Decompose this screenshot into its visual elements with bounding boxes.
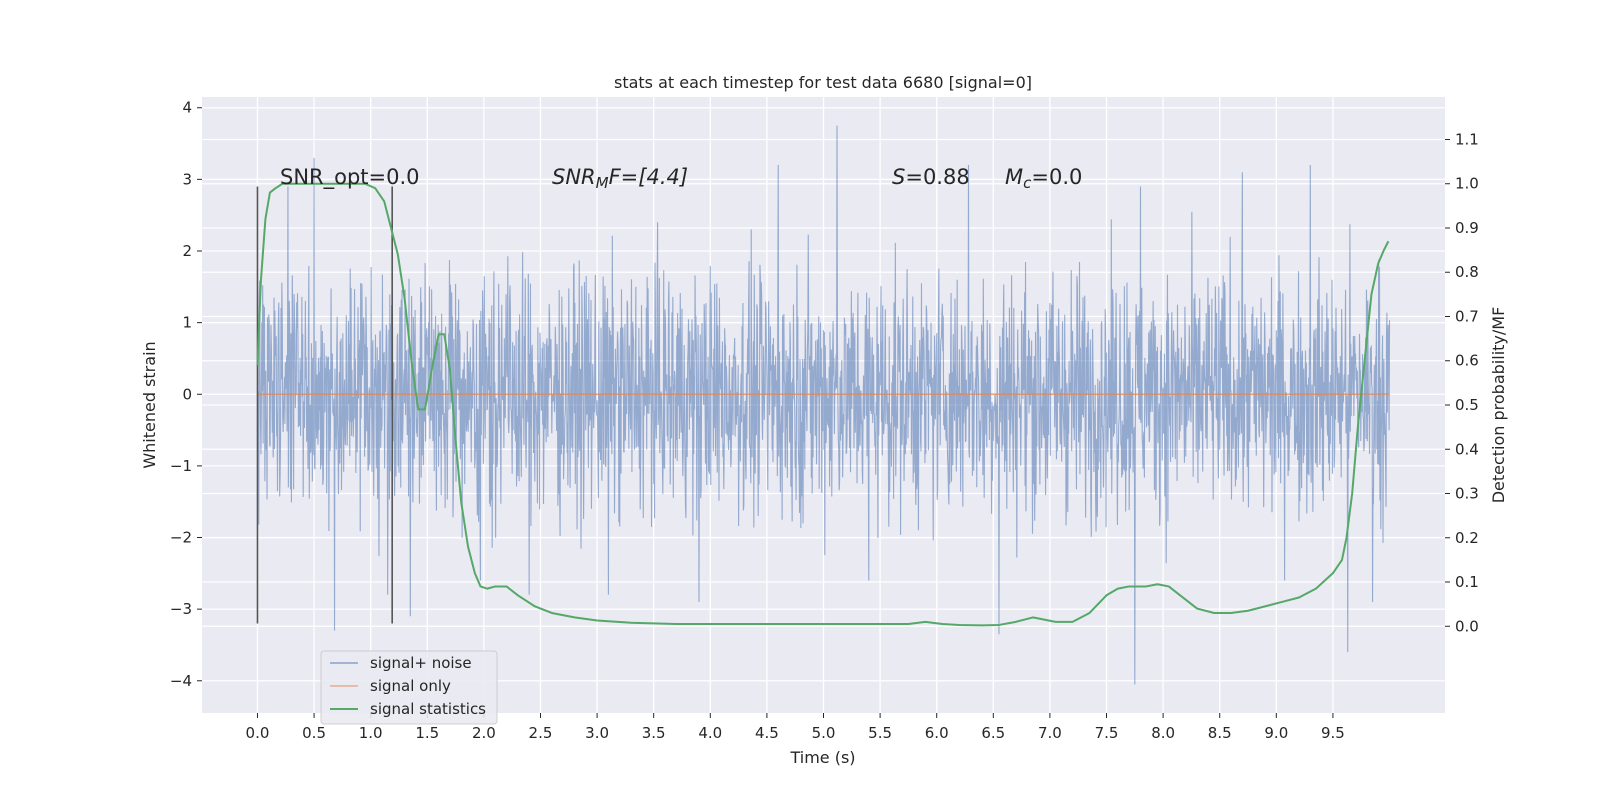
line-signal-statistics	[256, 182, 1390, 627]
x-axis-ticks: 0.0 0.5 1.0 1.5 2.0 2.5 3.0 3.5 4.0 4.5 5.0 5.5 6.0 6…	[246, 713, 1345, 742]
y2-tick-label-5: 0.5	[1455, 396, 1479, 414]
x-tick-label-17: 8.5	[1208, 724, 1232, 742]
x-axis-label: Time (s)	[789, 748, 855, 767]
x-tick-label-15: 7.5	[1095, 724, 1119, 742]
x-tick-label-5: 2.5	[529, 724, 553, 742]
y-tick-label-7: 3	[182, 170, 192, 188]
x-tick-label-8: 4.0	[698, 724, 722, 742]
y-tick-label-8: 4	[182, 99, 192, 117]
legend-label-signal-only: signal only	[370, 677, 451, 695]
y2-tick-label-7: 0.7	[1455, 307, 1479, 325]
legend-box	[320, 650, 498, 725]
x-tick-label-12: 6.0	[925, 724, 949, 742]
y2-tick-label-11: 1.1	[1455, 130, 1479, 148]
y2-tick-label-9: 0.9	[1455, 219, 1479, 237]
x-tick-label-10: 5.0	[812, 724, 836, 742]
x-tick-label-18: 9.0	[1264, 724, 1288, 742]
vertical-lines	[256, 186, 393, 624]
y2-tick-label-10: 1.0	[1455, 175, 1479, 193]
series-signal-statistics	[256, 182, 1390, 627]
x-tick-label-9: 4.5	[755, 724, 779, 742]
legend: signal+ noise signal only signal statist…	[320, 650, 498, 725]
x-tick-label-16: 8.0	[1151, 724, 1175, 742]
legend-label-signal-statistics: signal statistics	[370, 700, 486, 718]
x-tick-label-13: 6.5	[981, 724, 1005, 742]
legend-label-signal-noise: signal+ noise	[370, 654, 472, 672]
x-tick-label-6: 3.0	[585, 724, 609, 742]
y2-axis-label: Detection probability/MF	[1489, 307, 1508, 504]
x-tick-label-1: 0.5	[302, 724, 326, 742]
line-signal-noise	[256, 125, 1391, 685]
x-tick-label-19: 9.5	[1321, 724, 1345, 742]
x-tick-label-0: 0.0	[246, 724, 270, 742]
y2-tick-label-2: 0.2	[1455, 529, 1479, 547]
annotation-snr-opt: SNR_opt=0.0	[280, 165, 420, 190]
x-tick-label-4: 2.0	[472, 724, 496, 742]
y-axis-ticks: −4 −3 −2 −1 0 1 2 3 4	[170, 99, 202, 690]
series-signal-noise	[256, 125, 1391, 685]
y2-tick-label-8: 0.8	[1455, 263, 1479, 281]
y-tick-label-5: 1	[182, 314, 192, 332]
chart-title: stats at each timestep for test data 668…	[614, 73, 1032, 92]
y-tick-label-3: −1	[170, 457, 192, 475]
y-axis-label: Whitened strain	[140, 341, 159, 468]
annotation-mc: Mc=0.0	[1005, 165, 1082, 192]
y2-axis-ticks: 0.0 0.1 0.2 0.3 0.4 0.5 0.6 0.7 0.8 0.9 1.0 1.1	[1445, 130, 1479, 635]
x-tick-label-14: 7.0	[1038, 724, 1062, 742]
y2-tick-label-6: 0.6	[1455, 352, 1479, 370]
y2-tick-label-1: 0.1	[1455, 573, 1479, 591]
y2-tick-label-3: 0.3	[1455, 485, 1479, 503]
y-tick-label-2: −2	[170, 529, 192, 547]
annotation-snr-mf: SNRMF=[4.4]	[552, 165, 688, 192]
x-tick-label-7: 3.5	[642, 724, 666, 742]
annotation-s: S=0.88	[892, 165, 970, 189]
y-tick-label-6: 2	[182, 242, 192, 260]
x-tick-label-11: 5.5	[868, 724, 892, 742]
x-tick-label-2: 1.0	[359, 724, 383, 742]
y-tick-label-1: −3	[170, 600, 192, 618]
y2-tick-label-4: 0.4	[1455, 440, 1479, 458]
y2-tick-label-0: 0.0	[1455, 617, 1479, 635]
y-tick-label-4: 0	[182, 385, 192, 403]
y-tick-label-0: −4	[170, 672, 192, 690]
x-tick-label-3: 1.5	[415, 724, 439, 742]
